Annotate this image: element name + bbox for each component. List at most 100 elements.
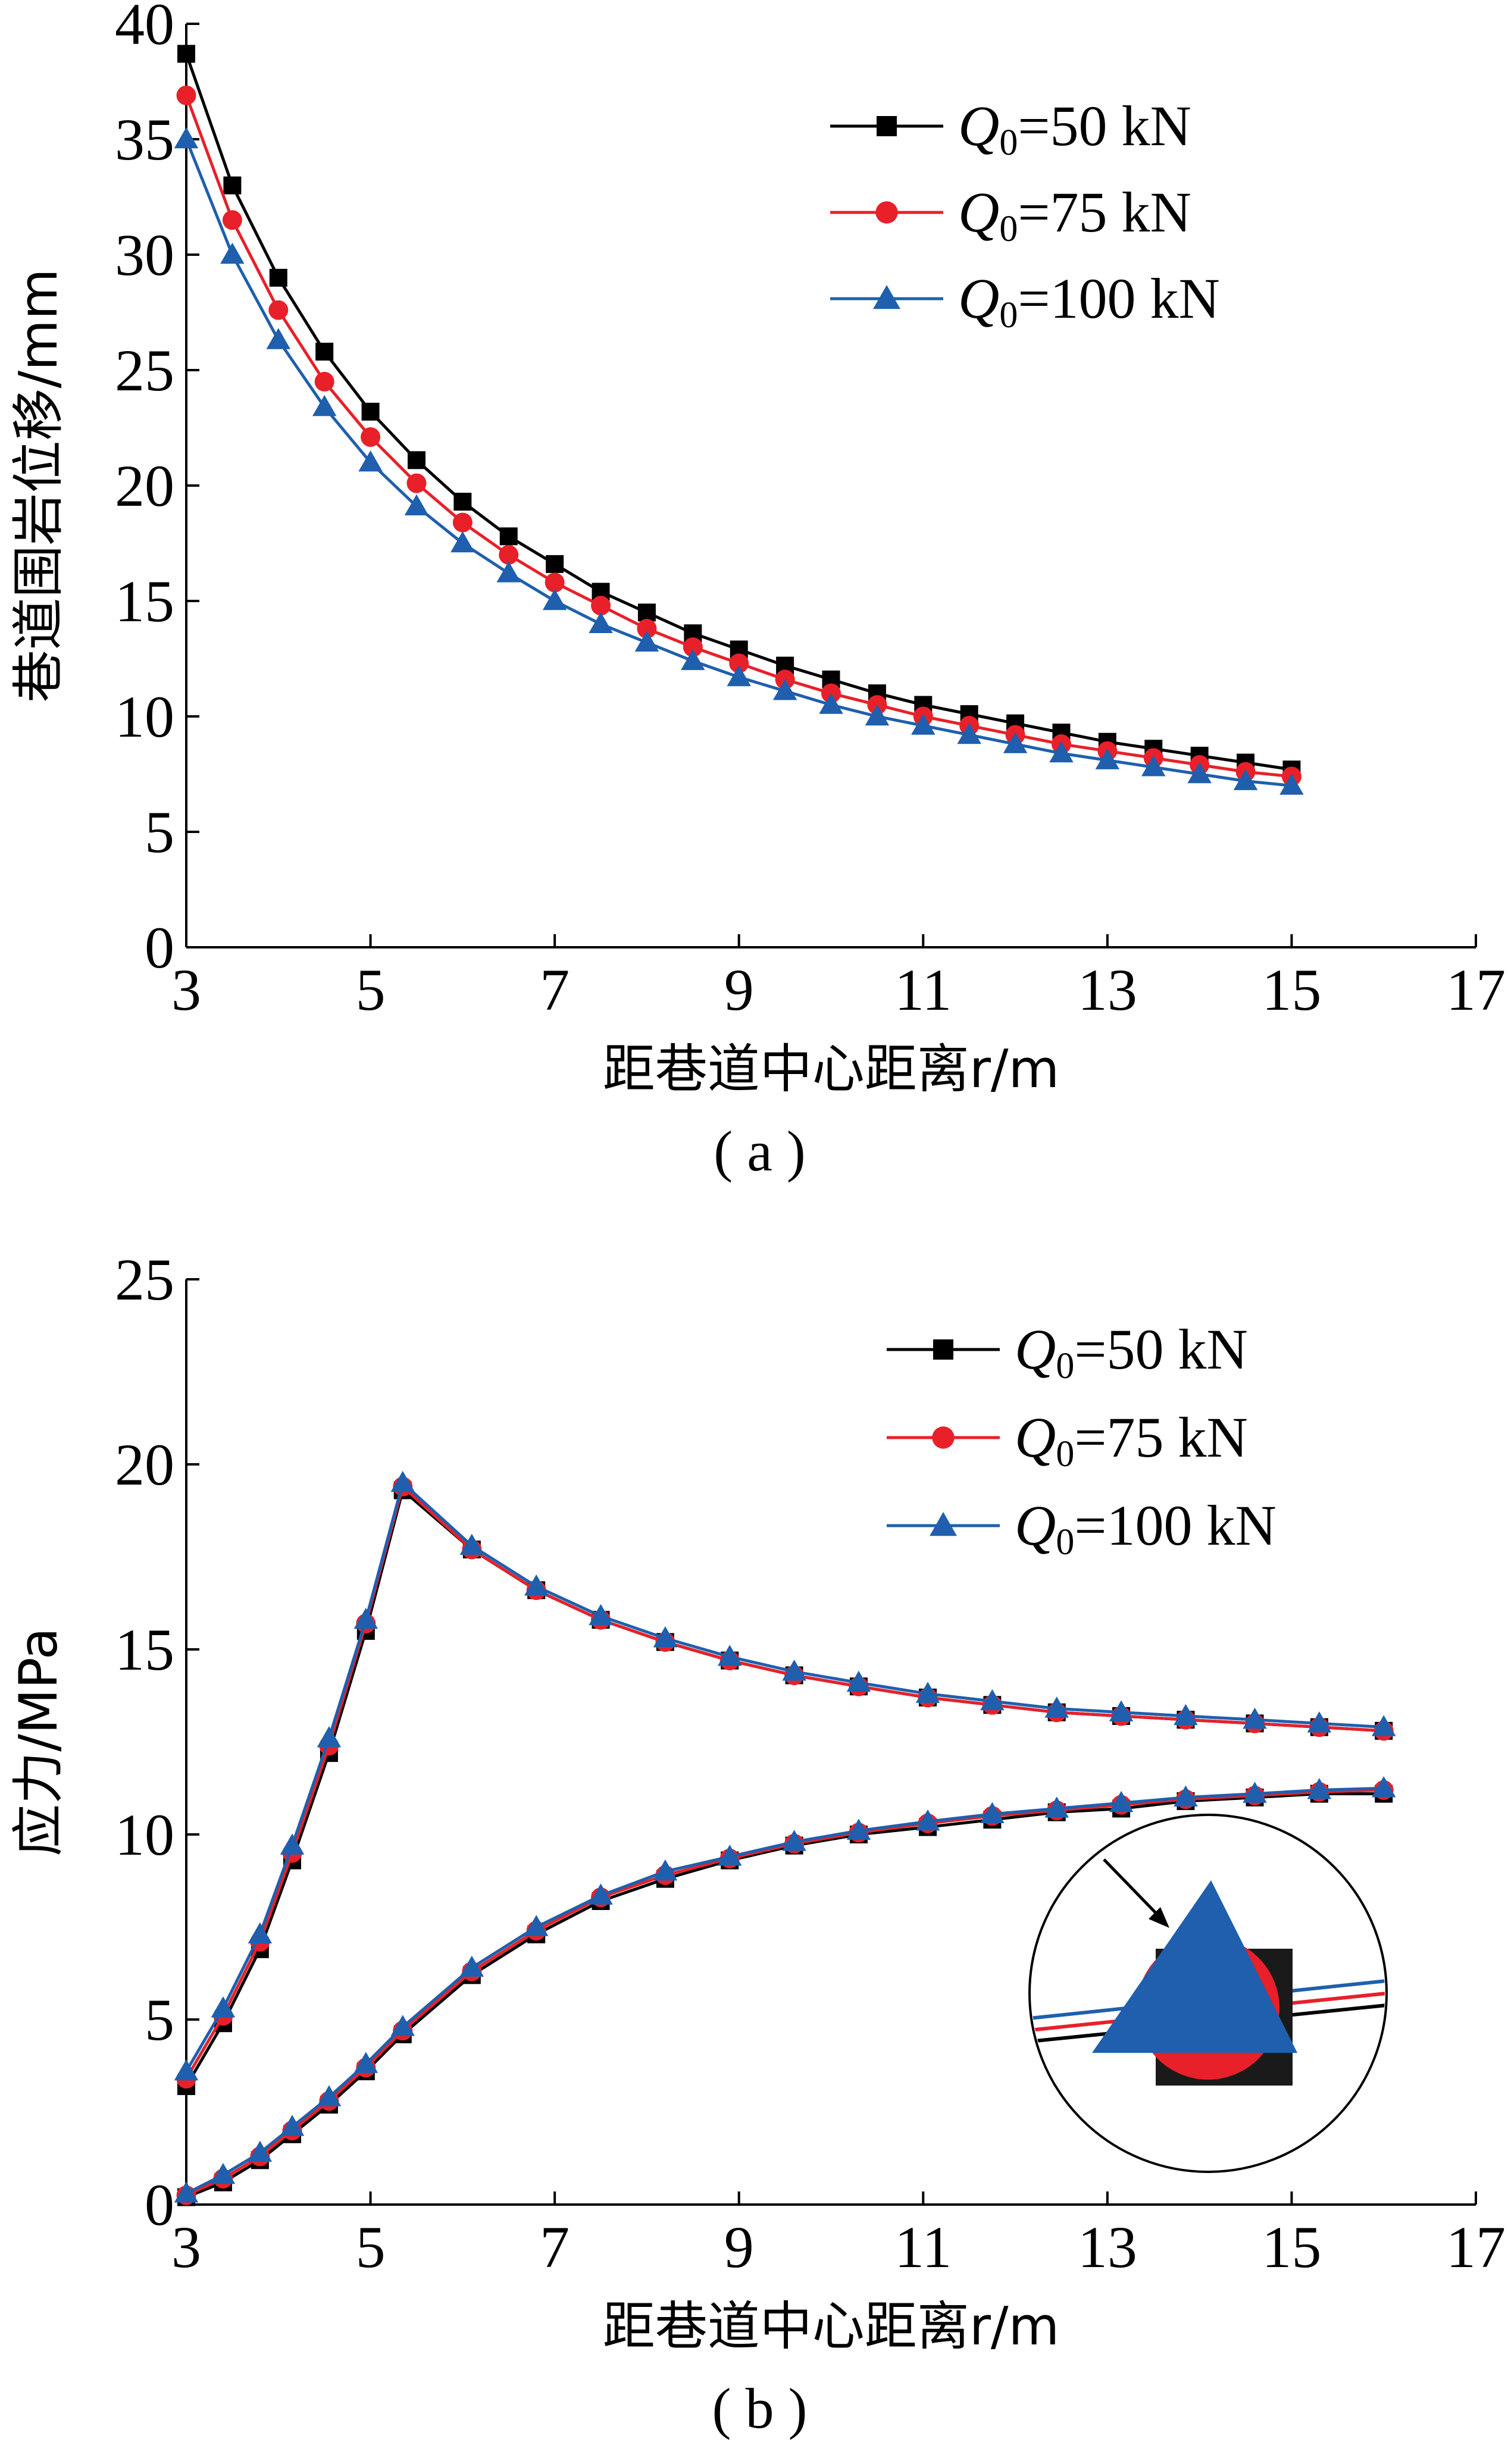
legend-marker [877, 116, 897, 136]
x-tick-label: 3 [171, 2214, 201, 2280]
legend-marker [932, 1426, 955, 1449]
data-point [222, 210, 242, 230]
data-point [390, 2015, 415, 2036]
data-point [390, 1470, 415, 1492]
data-point [280, 2115, 305, 2136]
data-point [353, 1607, 378, 1629]
x-tick-label: 9 [724, 2214, 754, 2280]
y-tick-label: 0 [145, 915, 174, 981]
legend-label: Q0=50 kN [1015, 1317, 1248, 1386]
data-point [846, 1670, 871, 1692]
data-point [312, 395, 337, 417]
legend-label: Q0=100 kN [958, 267, 1220, 336]
x-tick-label: 13 [1078, 2214, 1137, 2280]
y-tick-label: 25 [115, 1247, 174, 1313]
data-point [546, 555, 564, 573]
data-point [1174, 1785, 1198, 1806]
y-tick-label: 20 [115, 453, 174, 519]
data-point [280, 1833, 305, 1855]
series-line [184, 1483, 1384, 2080]
data-point [1233, 769, 1258, 790]
data-point [727, 665, 751, 687]
legend-label: Q0=75 kN [958, 180, 1191, 249]
data-point [499, 527, 518, 546]
y-axis-title: 巷道围岩位移/mm [8, 268, 69, 702]
y-tick-label: 40 [115, 0, 174, 57]
panel-label: ( a ) [714, 1119, 806, 1183]
x-tick-label: 11 [894, 957, 952, 1023]
legend-marker [875, 201, 898, 224]
data-point [980, 1689, 1005, 1711]
data-point [361, 427, 381, 447]
series-line [184, 1480, 1384, 2072]
data-point [1371, 1776, 1396, 1798]
inset-triangle-marker [1092, 1880, 1297, 2053]
data-point [353, 2052, 378, 2073]
inset-arrow-head [1149, 1907, 1169, 1928]
data-point [269, 268, 287, 287]
data-point [1044, 1696, 1069, 1718]
data-point [524, 1915, 549, 1936]
data-point [1049, 741, 1074, 763]
data-point [681, 649, 705, 671]
data-point [1174, 1704, 1198, 1726]
data-point [459, 1955, 484, 1977]
x-tick-label: 15 [1262, 957, 1321, 1023]
data-point [589, 1883, 613, 1905]
data-point [717, 1645, 742, 1666]
data-point [499, 544, 519, 565]
data-point [589, 612, 613, 633]
y-axis-title: 应力/MPa [8, 1627, 69, 1856]
y-tick-label: 25 [115, 337, 174, 403]
x-tick-label: 5 [356, 957, 386, 1023]
y-tick-label: 20 [115, 1432, 174, 1498]
data-point [317, 1726, 342, 1748]
data-point [407, 451, 426, 469]
x-tick-label: 11 [894, 2214, 952, 2280]
y-tick-label: 0 [145, 2172, 174, 2238]
data-point [1307, 1711, 1332, 1733]
zoom-inset [1028, 1814, 1388, 2173]
data-point [589, 1604, 613, 1626]
data-point [729, 653, 749, 674]
data-point [1109, 1790, 1134, 1812]
data-point [404, 494, 429, 516]
legend-label: Q0=50 kN [958, 94, 1191, 163]
legend-label: Q0=100 kN [1015, 1494, 1277, 1563]
data-point [248, 2140, 273, 2162]
data-point [911, 713, 936, 735]
data-point [174, 2181, 199, 2203]
data-point [1044, 1796, 1069, 1818]
data-point [1371, 1715, 1396, 1736]
data-point [361, 402, 380, 421]
series-line [186, 1792, 1384, 2199]
x-tick-label: 7 [540, 2214, 570, 2280]
data-point [524, 1574, 549, 1596]
chart-panel-b: 3 5 7 9 11 13 15 17 0 5 10 15 20 25 距巷道中心距离r/m 应力/MPa ( … [8, 1247, 1506, 2440]
data-point [634, 630, 659, 652]
x-tick-label: 15 [1262, 2214, 1321, 2280]
data-point [980, 1802, 1005, 1823]
data-point [1003, 732, 1028, 753]
data-point [957, 722, 981, 744]
data-point [653, 1859, 678, 1881]
series-line [185, 1786, 1384, 2195]
y-tick-label: 15 [115, 568, 174, 634]
data-point [174, 127, 199, 149]
data-point [637, 619, 657, 639]
data-point [452, 512, 473, 533]
data-point [176, 85, 196, 105]
data-point [1187, 762, 1212, 784]
x-tick-label: 13 [1078, 957, 1137, 1023]
data-point [1279, 774, 1304, 795]
data-point [496, 561, 521, 583]
data-point [1307, 1778, 1332, 1799]
data-point [772, 679, 797, 700]
data-point [406, 473, 427, 493]
data-point [453, 493, 472, 511]
y-tick-label: 35 [115, 107, 174, 173]
x-tick-label: 7 [540, 957, 570, 1023]
data-point [915, 1682, 940, 1703]
x-tick-label: 3 [171, 957, 201, 1023]
